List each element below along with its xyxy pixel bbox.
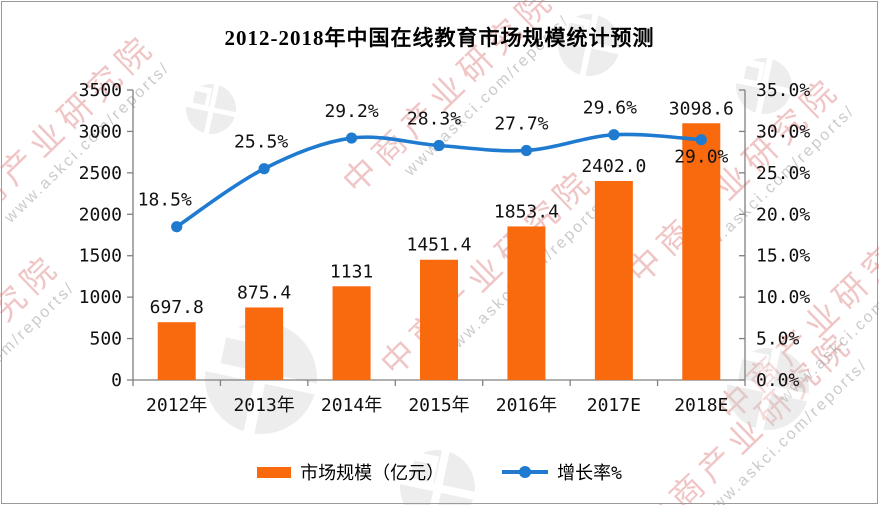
x-axis-category-label: 2013年: [233, 395, 294, 416]
bar-2012年[interactable]: [157, 322, 196, 380]
line-value-label: 27.7%: [494, 113, 548, 134]
legend-line-dot-icon: [519, 466, 532, 478]
y-axis-left-tick-label: 2000: [79, 204, 122, 225]
line-marker-2016年[interactable]: [520, 144, 533, 157]
bar-2014年[interactable]: [332, 286, 371, 380]
bar-value-label: 3098.6: [669, 98, 734, 119]
legend-item-growth-rate[interactable]: 增长率%: [502, 459, 622, 485]
y-axis-left-tick-label: 2500: [79, 163, 122, 184]
bar-value-label: 875.4: [237, 282, 291, 303]
chart-title: 2012-2018年中国在线教育市场规模统计预测: [224, 26, 655, 50]
legend-bar-swatch-icon: [257, 466, 292, 478]
askci-logo-icon: [397, 447, 478, 505]
bar-2016年[interactable]: [507, 226, 546, 380]
legend-line-swatch-icon: [502, 466, 549, 478]
askci-logo-icon: [184, 82, 238, 136]
y-axis-left-tick-label: 1500: [79, 246, 122, 267]
askci-logo-icon: [723, 344, 813, 434]
bar-2015年[interactable]: [420, 259, 458, 380]
y-axis-right-tick-label: 0.0%: [756, 370, 800, 391]
line-marker-2015年[interactable]: [433, 139, 445, 152]
y-axis-left-tick-label: 1000: [79, 287, 122, 308]
y-axis-right-tick-label: 10.0%: [756, 287, 810, 308]
bar-value-label: 697.8: [150, 297, 204, 318]
line-marker-2012年[interactable]: [171, 221, 183, 233]
bar-value-label: 2402.0: [581, 156, 646, 177]
y-axis-right-tick-label: 25.0%: [756, 163, 810, 184]
legend: 市场规模（亿元） 增长率%: [0, 459, 879, 485]
y-axis-right-tick-label: 30.0%: [756, 121, 810, 142]
bar-2017E[interactable]: [594, 180, 633, 380]
y-axis-left-tick-label: 3000: [79, 121, 122, 142]
line-value-label: 25.5%: [234, 132, 288, 153]
bar-2013年[interactable]: [245, 307, 284, 380]
line-value-label: 18.5%: [138, 190, 192, 211]
y-axis-right-tick-label: 20.0%: [756, 204, 810, 225]
line-marker-2013年[interactable]: [258, 163, 270, 175]
y-axis-left-tick-label: 0: [111, 370, 122, 391]
line-marker-2017E[interactable]: [608, 129, 620, 141]
line-value-label: 28.3%: [407, 109, 461, 130]
line-value-label: 29.0%: [674, 147, 728, 168]
x-axis-category-label: 2018E: [674, 395, 728, 416]
x-axis-category-label: 2016年: [496, 395, 557, 416]
line-value-label: 29.6%: [583, 98, 637, 119]
legend-label-growth-rate: 增长率%: [557, 463, 622, 484]
bar-value-label: 1131: [330, 261, 373, 282]
y-axis-right-tick-label: 15.0%: [756, 246, 810, 267]
y-axis-left-tick-label: 500: [89, 329, 122, 350]
x-axis-category-label: 2012年: [146, 395, 207, 416]
y-axis-right-tick-label: 35.0%: [756, 80, 810, 101]
legend-label-market-size: 市场规模（亿元）: [300, 463, 445, 484]
y-axis-left-tick-label: 3500: [79, 80, 122, 101]
bar-value-label: 1853.4: [494, 201, 559, 222]
legend-item-market-size[interactable]: 市场规模（亿元）: [257, 459, 444, 485]
y-axis-right-tick-label: 5.0%: [756, 329, 800, 350]
line-marker-2018E[interactable]: [695, 134, 707, 146]
x-axis-category-label: 2017E: [587, 395, 641, 416]
bar-value-label: 1451.4: [406, 235, 471, 256]
line-value-label: 29.2%: [324, 101, 378, 122]
x-axis-category-label: 2015年: [408, 395, 469, 416]
x-axis-category-label: 2014年: [321, 395, 382, 416]
line-marker-2014年[interactable]: [345, 132, 358, 144]
bar-2018E[interactable]: [682, 123, 721, 381]
askci-logo-icon: [555, 11, 623, 79]
